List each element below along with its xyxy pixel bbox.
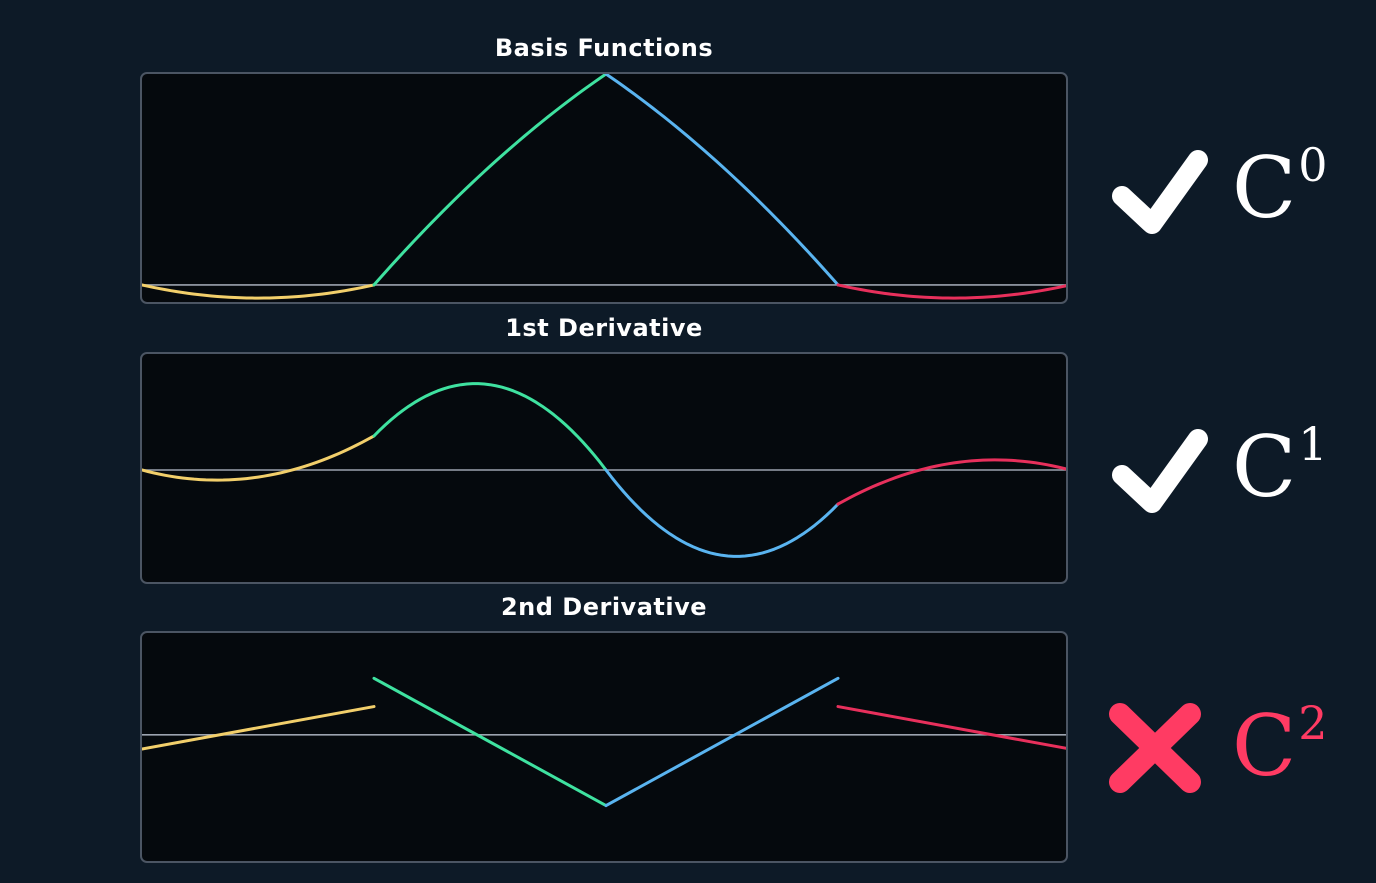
curve-segment-4 <box>836 705 1066 750</box>
check-stroke <box>1112 429 1208 513</box>
continuity-letter: C <box>1232 418 1297 516</box>
panel-1st-derivative <box>140 352 1068 584</box>
verdict-c2: C2 <box>1100 692 1360 802</box>
continuity-label-c1: C1 <box>1232 417 1328 530</box>
check-icon <box>1112 150 1208 234</box>
continuity-order: 2 <box>1298 696 1328 750</box>
panel-title-basis-functions: Basis Functions <box>494 34 714 62</box>
plot-2nd-derivative <box>142 676 1066 808</box>
continuity-order: 1 <box>1298 417 1328 471</box>
panel-2nd-derivative <box>140 631 1068 863</box>
curve-segment-4 <box>836 283 1066 300</box>
curve-segment-3 <box>604 676 840 808</box>
continuity-letter: C <box>1232 697 1297 795</box>
curve-segment-2 <box>372 676 608 808</box>
cross-icon <box>1109 703 1201 793</box>
curve-segment-1 <box>142 283 376 300</box>
cross-stroke <box>1109 703 1201 793</box>
verdict-c1: C1 <box>1100 413 1360 523</box>
plot-1st-derivative <box>142 382 1066 558</box>
plot-basis-functions <box>142 74 1066 300</box>
curve-segment-1 <box>142 705 376 751</box>
continuity-label-c0: C0 <box>1232 138 1328 251</box>
verdict-c0: C0 <box>1100 134 1360 244</box>
continuity-label-c2: C2 <box>1232 696 1328 809</box>
curve-segment-2 <box>372 382 608 472</box>
curve-segment-4 <box>836 458 1066 506</box>
check-stroke <box>1112 150 1208 234</box>
curve-segment-3 <box>604 468 840 558</box>
panel-title-1st-derivative: 1st Derivative <box>505 314 703 342</box>
curve-segment-3 <box>604 74 840 287</box>
continuity-order: 0 <box>1298 138 1328 192</box>
panel-basis-functions <box>140 72 1068 304</box>
continuity-letter: C <box>1232 139 1297 237</box>
check-icon <box>1112 429 1208 513</box>
panel-title-2nd-derivative: 2nd Derivative <box>500 593 708 621</box>
curve-segment-2 <box>372 74 608 287</box>
curve-segment-1 <box>142 434 376 482</box>
